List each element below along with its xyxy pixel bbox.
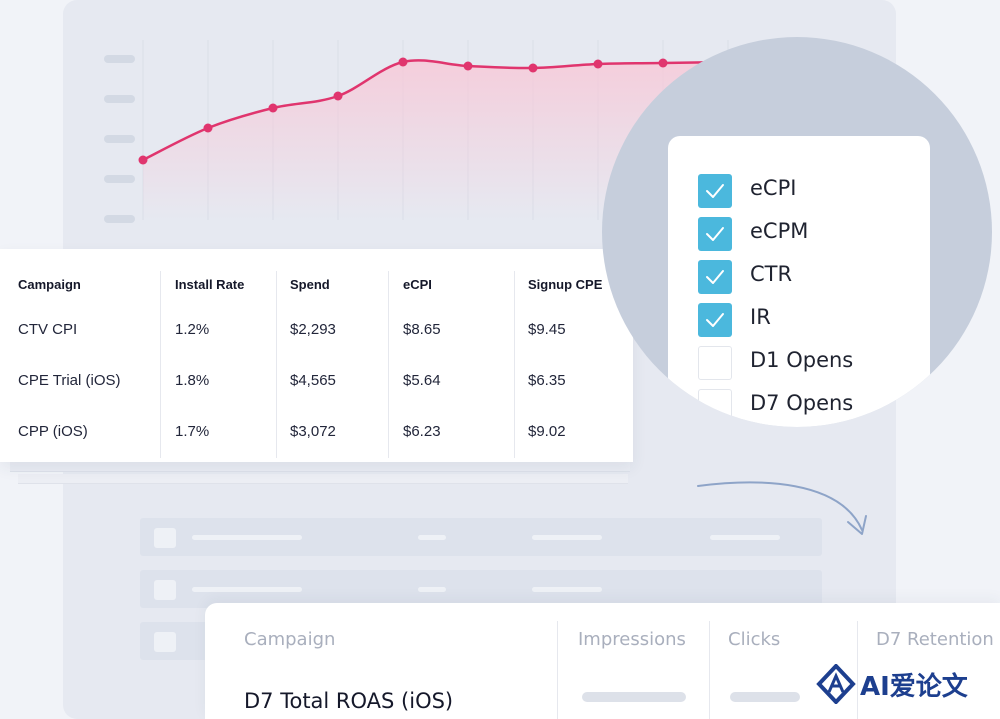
cell-campaign: CPE Trial (iOS)	[18, 372, 121, 389]
metrics-selector: eCPI eCPM CTR IR D1 Opens D7 Opens	[668, 136, 930, 427]
campaign-table: Campaign Install Rate Spend eCPI Signup …	[0, 249, 633, 462]
roas-table: Campaign Impressions Clicks D7 Retention…	[205, 603, 1000, 719]
placeholder-checkbox	[154, 580, 176, 600]
check-icon	[706, 270, 724, 284]
cell-install-rate: 1.7%	[175, 423, 210, 440]
checkbox-checked[interactable]	[698, 174, 732, 208]
placeholder-row	[140, 570, 822, 608]
metric-option-label: eCPM	[750, 219, 809, 243]
metric-option-ecpi[interactable]: eCPI	[698, 174, 918, 208]
cell-install-rate: 1.8%	[175, 372, 210, 389]
cell-campaign: CPP (iOS)	[18, 423, 88, 440]
checkbox-checked[interactable]	[698, 217, 732, 251]
checkbox-checked[interactable]	[698, 260, 732, 294]
metric-option-ecpm[interactable]: eCPM	[698, 217, 918, 251]
cell-ecpi: $6.23	[403, 423, 441, 440]
column-header-ecpi[interactable]: eCPI	[403, 277, 432, 292]
card-stack-shadow	[10, 462, 630, 472]
chart-point[interactable]	[528, 63, 538, 73]
chart-point[interactable]	[203, 123, 213, 133]
placeholder-value	[730, 692, 800, 702]
column-header-campaign[interactable]: Campaign	[18, 277, 81, 292]
chart-line	[142, 59, 729, 162]
metric-option-label: eCPI	[750, 176, 797, 200]
curved-arrow-icon	[697, 481, 867, 535]
cell-spend: $4,565	[290, 372, 336, 389]
chart-point[interactable]	[463, 61, 473, 71]
metric-option-label: CTR	[750, 262, 793, 286]
chart-point[interactable]	[593, 59, 603, 69]
watermark-text: AI爱论文	[860, 672, 968, 702]
row-label: D7 Total ROAS (iOS)	[244, 689, 454, 713]
metric-option-label: IR	[750, 305, 771, 329]
placeholder-checkbox	[154, 632, 176, 652]
cell-spend: $3,072	[290, 423, 336, 440]
logo-a-icon	[816, 664, 856, 704]
watermark: AI爱论文	[816, 664, 988, 704]
chart-point[interactable]	[658, 58, 668, 68]
chart-point[interactable]	[138, 155, 148, 165]
column-header-install-rate[interactable]: Install Rate	[175, 277, 245, 292]
chart-area	[143, 60, 728, 220]
cell-signup-cpe: $9.45	[528, 321, 566, 338]
check-icon	[706, 313, 724, 327]
y-axis-tick	[104, 95, 135, 103]
chart-point[interactable]	[268, 103, 278, 113]
metric-option-d1-opens[interactable]: D1 Opens	[698, 346, 918, 380]
column-header-impressions[interactable]: Impressions	[578, 629, 686, 650]
y-axis-tick	[104, 135, 135, 143]
card-stack-shadow	[18, 474, 628, 484]
trend-chart	[138, 40, 733, 220]
cell-spend: $2,293	[290, 321, 336, 338]
column-header-signup-cpe[interactable]: Signup CPE	[528, 277, 603, 292]
placeholder-row	[140, 518, 822, 556]
cell-ecpi: $5.64	[403, 372, 441, 389]
metric-option-ctr[interactable]: CTR	[698, 260, 918, 294]
column-header-campaign[interactable]: Campaign	[244, 629, 336, 650]
checkbox-unchecked[interactable]	[698, 389, 732, 423]
cell-campaign: CTV CPI	[18, 321, 78, 338]
check-icon	[706, 184, 724, 198]
metric-option-label: D1 Opens	[750, 348, 854, 372]
column-header-spend[interactable]: Spend	[290, 277, 330, 292]
magnifier-lens: eCPI eCPM CTR IR D1 Opens D7 Opens	[602, 37, 992, 427]
y-axis-tick	[104, 175, 135, 183]
chart-point[interactable]	[333, 91, 343, 101]
cell-signup-cpe: $9.02	[528, 423, 566, 440]
cell-install-rate: 1.2%	[175, 321, 210, 338]
metric-option-label: D7 Opens	[750, 391, 854, 415]
checkbox-unchecked[interactable]	[698, 346, 732, 380]
column-header-clicks[interactable]: Clicks	[728, 629, 781, 650]
chart-point[interactable]	[398, 57, 408, 67]
placeholder-value	[582, 692, 686, 702]
cell-signup-cpe: $6.35	[528, 372, 566, 389]
y-axis-tick	[104, 55, 135, 63]
column-header-d7-retention[interactable]: D7 Retention	[876, 629, 994, 650]
metric-option-d7-opens[interactable]: D7 Opens	[698, 389, 918, 423]
placeholder-checkbox	[154, 528, 176, 548]
cell-ecpi: $8.65	[403, 321, 441, 338]
check-icon	[706, 227, 724, 241]
checkbox-checked[interactable]	[698, 303, 732, 337]
y-axis-tick	[104, 215, 135, 223]
metric-option-ir[interactable]: IR	[698, 303, 918, 337]
